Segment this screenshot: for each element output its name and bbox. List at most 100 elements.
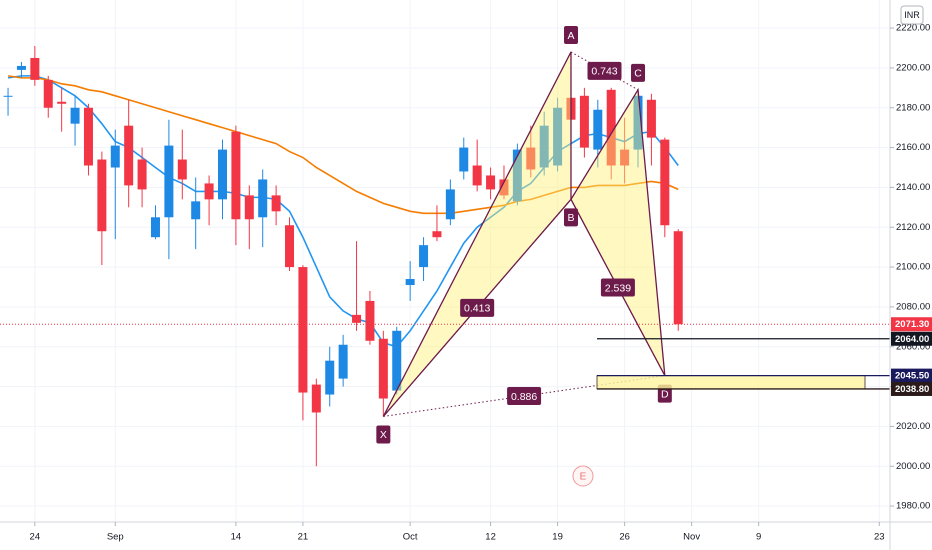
candle-body <box>352 314 362 323</box>
y-tick-label: 2140.00 <box>896 182 930 193</box>
y-tick-label: 2100.00 <box>896 262 930 273</box>
candle-body <box>110 145 120 168</box>
candle-body <box>392 330 402 391</box>
candle-body <box>405 279 415 285</box>
x-tick-label: 12 <box>485 532 496 543</box>
harmonic-pattern: 0.413 0.743 2.539 0.886 X A B C D <box>376 25 672 444</box>
ratio-box <box>587 61 622 80</box>
candle-body <box>673 231 683 325</box>
candle-body <box>486 175 496 190</box>
price-label-box <box>891 381 932 396</box>
event-label: E <box>580 472 587 483</box>
y-tick-label: 1980.00 <box>896 501 930 512</box>
y-tick-label: 2180.00 <box>896 102 930 113</box>
x-tick-label: Sep <box>107 532 124 543</box>
axes: 1980.002000.002020.002040.002060.002080.… <box>30 23 932 543</box>
point-label: A <box>567 30 574 42</box>
ratio-box <box>600 278 635 297</box>
candle-body <box>526 147 536 170</box>
candle-body <box>338 344 348 379</box>
x-tick-label: Oct <box>403 532 418 543</box>
ratio-box <box>460 298 495 317</box>
point-label: D <box>661 388 669 400</box>
candle-body <box>285 225 295 268</box>
point-label: X <box>380 429 387 441</box>
y-tick-label: 2200.00 <box>896 62 930 73</box>
currency-box[interactable] <box>900 5 924 25</box>
candle-body <box>97 159 107 232</box>
target-zone <box>596 375 866 390</box>
ratio-label: 2.539 <box>605 282 631 294</box>
candle-body <box>472 165 482 186</box>
point-box <box>631 63 646 82</box>
candle-body <box>150 217 160 238</box>
candle-body <box>445 189 455 220</box>
candle-body <box>191 201 201 220</box>
price-label: 2038.80 <box>895 384 929 395</box>
candle-body <box>137 159 147 190</box>
candle-body <box>459 147 469 172</box>
price-label-box <box>891 317 932 332</box>
candle-body <box>124 125 134 186</box>
candle-body <box>378 338 388 399</box>
currency: INR <box>904 10 920 20</box>
price-label-box <box>891 331 932 346</box>
point-label: B <box>567 212 574 224</box>
ratio-label: 0.743 <box>591 66 617 78</box>
candle-body <box>30 57 40 80</box>
y-tick-label: 2160.00 <box>896 142 930 153</box>
candle-body <box>620 149 630 166</box>
point-box <box>563 208 578 227</box>
moving-averages <box>7 75 679 348</box>
x-tick-label: 19 <box>552 532 563 543</box>
point-label: C <box>634 68 642 80</box>
candle-body <box>579 95 589 148</box>
y-tick-label: 2220.00 <box>896 23 930 34</box>
y-tick-label: 2120.00 <box>896 222 930 233</box>
point-box <box>376 425 391 444</box>
candle-body <box>311 384 321 413</box>
y-tick-label: 2020.00 <box>896 421 930 432</box>
candle-body <box>606 89 616 166</box>
candle-body <box>365 300 375 341</box>
x-tick-label: 14 <box>231 532 242 543</box>
candle-body <box>660 139 670 226</box>
candle-body <box>164 145 174 218</box>
ratio-line <box>570 51 639 91</box>
y-tick-label: 2000.00 <box>896 461 930 472</box>
x-tick-label: Nov <box>683 532 700 543</box>
candle-body <box>432 231 442 238</box>
event-marker[interactable] <box>572 465 594 487</box>
candle-body <box>646 99 656 138</box>
candle-body <box>298 267 308 393</box>
y-tick-label: 2080.00 <box>896 301 930 312</box>
candle-body <box>16 65 26 70</box>
y-tick-label: 2060.00 <box>896 341 930 352</box>
price-label: 2064.00 <box>895 334 929 345</box>
candle-body <box>57 101 67 104</box>
candle-body <box>70 107 80 124</box>
ratio-label: 0.886 <box>511 391 537 403</box>
ratio-label: 0.413 <box>464 303 490 315</box>
candle-body <box>633 95 643 150</box>
candle-body <box>177 159 187 180</box>
ratio-box <box>507 387 542 406</box>
candle-body <box>539 125 549 168</box>
candle-body <box>258 179 268 218</box>
x-tick-label: 21 <box>298 532 309 543</box>
x-tick-label: 24 <box>30 532 41 543</box>
x-tick-label: 26 <box>619 532 630 543</box>
price-label: 2045.50 <box>895 371 929 382</box>
point-box <box>563 25 578 44</box>
candle-body <box>3 95 13 97</box>
candle-body <box>419 245 429 268</box>
x-tick-label: 9 <box>756 532 761 543</box>
grid <box>0 0 890 522</box>
candle-body <box>218 149 227 200</box>
levels <box>0 323 890 390</box>
candle-body <box>244 195 254 220</box>
candle-body <box>204 183 214 200</box>
candle-body <box>553 107 563 166</box>
